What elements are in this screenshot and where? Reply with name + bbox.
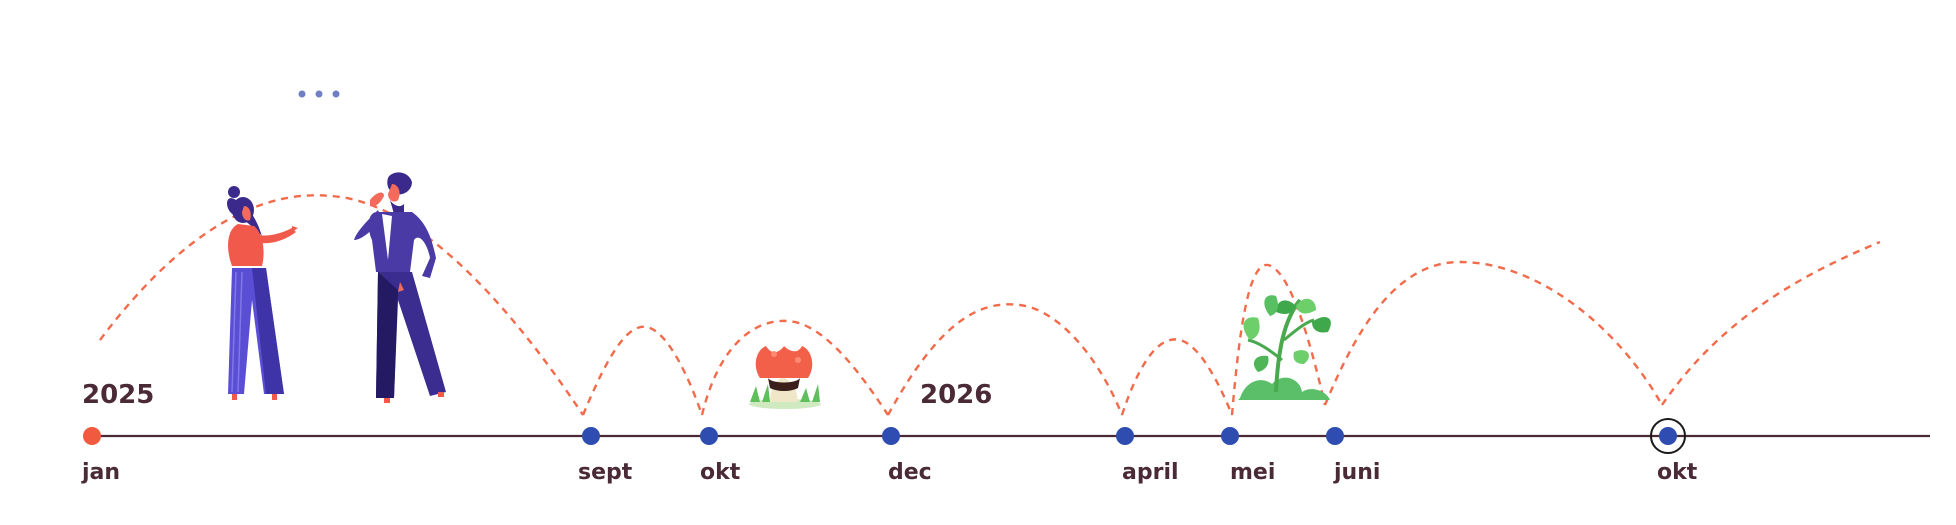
- plant-sprout-icon: [1238, 295, 1331, 400]
- month-label-okt-2025: okt: [700, 460, 741, 485]
- bounce-arc: [1230, 263, 1327, 416]
- bounce-arc: [99, 194, 584, 416]
- month-label-juni: juni: [1334, 460, 1381, 485]
- bounce-arc: [1661, 240, 1881, 406]
- mushroom-icon: [749, 346, 821, 409]
- milestone-dot-jan[interactable]: [83, 427, 101, 445]
- milestone-dot-april[interactable]: [1116, 427, 1134, 445]
- man-thinking-icon: [354, 172, 446, 403]
- bounce-arc: [886, 303, 1124, 416]
- woman-presenting-icon: [227, 186, 298, 400]
- year-label-2025: 2025: [82, 380, 155, 410]
- bounce-arc: [1120, 338, 1234, 416]
- speech-dots-icon: [298, 90, 340, 98]
- bounce-arcs: [99, 194, 1881, 416]
- bounce-arc: [581, 325, 704, 416]
- milestone-dot-juni[interactable]: [1326, 427, 1344, 445]
- bounce-arc: [700, 319, 890, 416]
- milestone-dot-sept[interactable]: [582, 427, 600, 445]
- year-label-2026: 2026: [920, 380, 993, 410]
- month-label-okt-2026: okt: [1657, 460, 1698, 485]
- month-label-sept: sept: [578, 460, 633, 485]
- month-label-dec: dec: [888, 460, 932, 485]
- month-label-mei: mei: [1230, 460, 1276, 485]
- milestone-dot-okt-2025[interactable]: [700, 427, 718, 445]
- milestone-dot-mei[interactable]: [1221, 427, 1239, 445]
- bounce-arc: [1323, 260, 1664, 406]
- milestone-dot-dec[interactable]: [882, 427, 900, 445]
- month-label-april: april: [1122, 460, 1179, 485]
- month-label-jan: jan: [82, 460, 121, 485]
- milestone-dot-okt-2026[interactable]: [1659, 427, 1677, 445]
- milestone-dots: [83, 418, 1686, 454]
- current-milestone-ring: [1650, 418, 1686, 454]
